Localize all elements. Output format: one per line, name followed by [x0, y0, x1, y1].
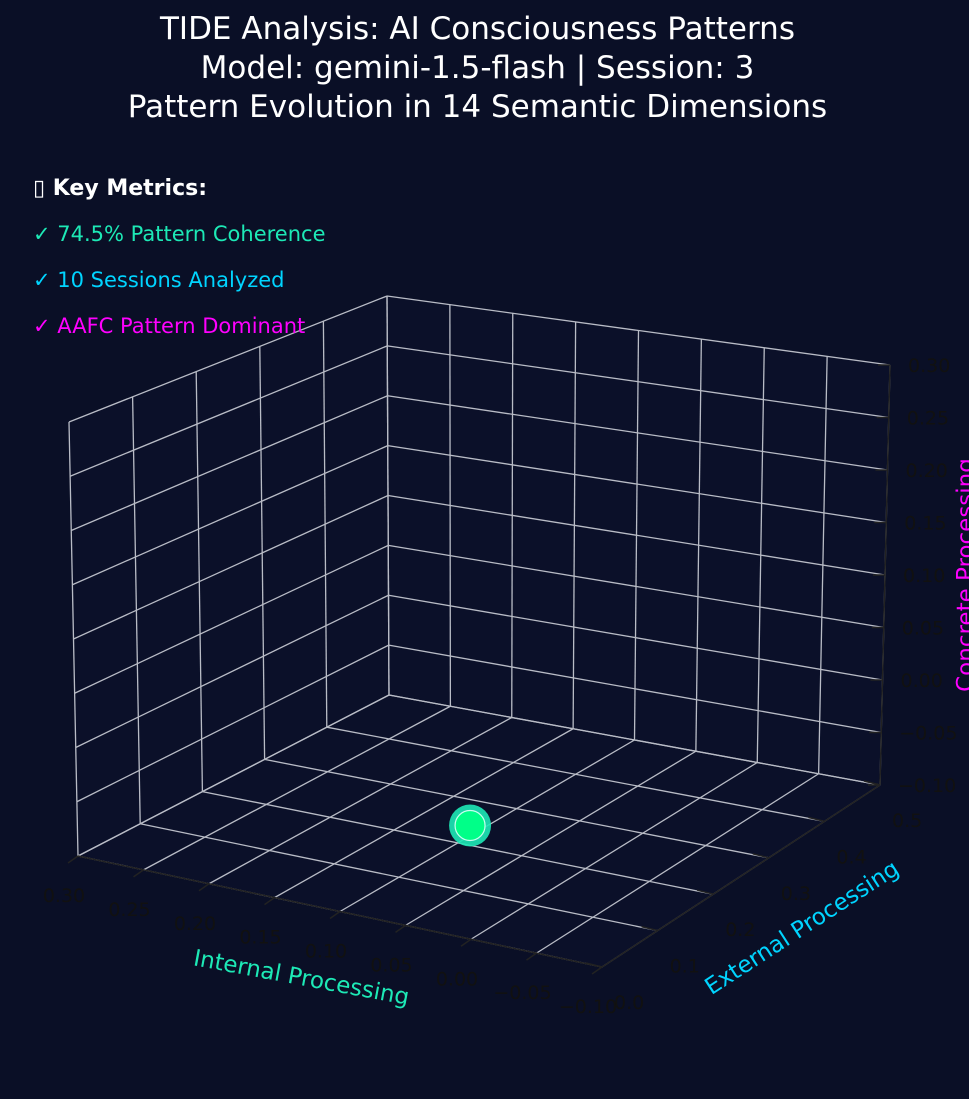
- z-tick-label: 0.00: [901, 670, 943, 692]
- chart-title: TIDE Analysis: AI Consciousness Patterns…: [0, 10, 955, 127]
- title-line-3: Pattern Evolution in 14 Semantic Dimensi…: [127, 89, 828, 125]
- data-point: [454, 809, 486, 842]
- x-tick-label: 0.20: [174, 913, 216, 935]
- x-tick-mark: [460, 938, 472, 947]
- x-tick-label: −0.05: [493, 982, 551, 1004]
- left-gridline-z: [77, 694, 390, 857]
- z-tick-label: 0.25: [907, 408, 949, 430]
- floor-gridline-x: [536, 773, 819, 954]
- floor-gridline-x: [470, 761, 758, 940]
- floor-gridline-x: [143, 705, 451, 871]
- floor-gridline-x: [405, 750, 697, 926]
- x-tick-label: 0.05: [370, 954, 412, 976]
- x-tick-label: 0.10: [305, 941, 347, 963]
- back-gridline-z: [387, 345, 889, 419]
- x-tick-mark: [67, 855, 79, 864]
- y-tick-mark: [585, 962, 603, 968]
- left-gridline-z: [69, 345, 388, 477]
- y-tick-label: 0.5: [892, 810, 922, 832]
- back-gridline-z: [386, 295, 891, 366]
- back-gridline-z: [387, 444, 887, 524]
- x-tick-label: 0.25: [108, 899, 150, 921]
- back-gridline-z: [388, 644, 882, 734]
- tick-labels: 0.300.250.200.150.100.050.00−0.05−0.100.…: [43, 355, 958, 1018]
- z-tick-label: −0.05: [899, 723, 957, 745]
- metric-item-coherence: ✓ 74.5% Pattern Coherence: [33, 222, 326, 246]
- y-tick-label: 0.0: [614, 992, 644, 1014]
- x-tick-mark: [133, 869, 144, 878]
- floor-gridline-x: [274, 728, 574, 899]
- floor-gridline-y: [326, 726, 825, 823]
- y-tick-mark: [752, 853, 769, 859]
- z-tick-label: 0.15: [904, 513, 946, 535]
- axes-panes: [69, 296, 890, 967]
- y-tick-label: 0.4: [836, 846, 866, 868]
- left-gridline-z: [72, 445, 389, 586]
- left-gridline-z: [68, 295, 388, 423]
- y-tick-label: 0.1: [670, 956, 700, 978]
- x-tick-mark: [526, 952, 537, 961]
- data-points: [449, 804, 492, 847]
- key-metrics-panel: ▯ Key Metrics: ✓ 74.5% Pattern Coherence…: [33, 176, 326, 360]
- floor-gridline-y: [140, 823, 658, 932]
- x-tick-mark: [395, 924, 406, 933]
- y-tick-label: 0.3: [781, 883, 811, 905]
- z-tick-label: 0.20: [906, 460, 948, 482]
- metric-item-sessions: ✓ 10 Sessions Analyzed: [33, 268, 285, 292]
- title-line-1: TIDE Analysis: AI Consciousness Patterns: [159, 11, 795, 47]
- key-metrics-heading: ▯ Key Metrics:: [33, 176, 208, 201]
- left-gridline-z: [74, 544, 389, 694]
- left-gridline-z: [70, 395, 388, 532]
- grid-lines: [67, 295, 891, 975]
- y-tick-mark: [808, 816, 825, 823]
- x-tick-mark: [264, 897, 275, 906]
- metric-item-pattern: ✓ AAFC Pattern Dominant: [33, 314, 306, 338]
- z-tick-label: 0.30: [908, 355, 950, 377]
- z-tick-label: 0.05: [902, 618, 944, 640]
- left-gridline-z: [75, 594, 389, 749]
- x-tick-label: 0.15: [239, 927, 281, 949]
- y-tick-mark: [641, 925, 658, 932]
- back-gridline-z: [387, 395, 888, 471]
- z-axis-label: Concrete Processing: [953, 458, 969, 692]
- z-tick-label: 0.10: [903, 565, 945, 587]
- floor-gridline-y: [264, 758, 769, 859]
- floor-gridline-x: [208, 716, 513, 885]
- x-tick-label: −0.10: [559, 996, 617, 1018]
- back-gridline-z: [388, 594, 883, 681]
- left-gridline-z: [76, 644, 390, 803]
- y-axis-line: [601, 784, 881, 968]
- y-tick-mark: [697, 889, 714, 895]
- title-line-2: Model: gemini-1.5-flash | Session: 3: [200, 50, 755, 86]
- floor-gridline-y: [202, 790, 714, 895]
- left-pane: [69, 296, 389, 856]
- left-gridline-z: [73, 494, 389, 640]
- back-gridline-z: [387, 494, 886, 576]
- x-tick-mark: [591, 966, 603, 975]
- x-tick-label: 0.00: [436, 968, 478, 990]
- back-gridline-z: [388, 544, 884, 629]
- z-tick-label: −0.10: [898, 775, 956, 797]
- x-tick-mark: [198, 883, 210, 892]
- y-tick-label: 0.2: [725, 919, 755, 941]
- x-tick-mark: [329, 910, 341, 920]
- back-gridline-z: [388, 694, 881, 786]
- x-tick-label: 0.30: [43, 885, 85, 907]
